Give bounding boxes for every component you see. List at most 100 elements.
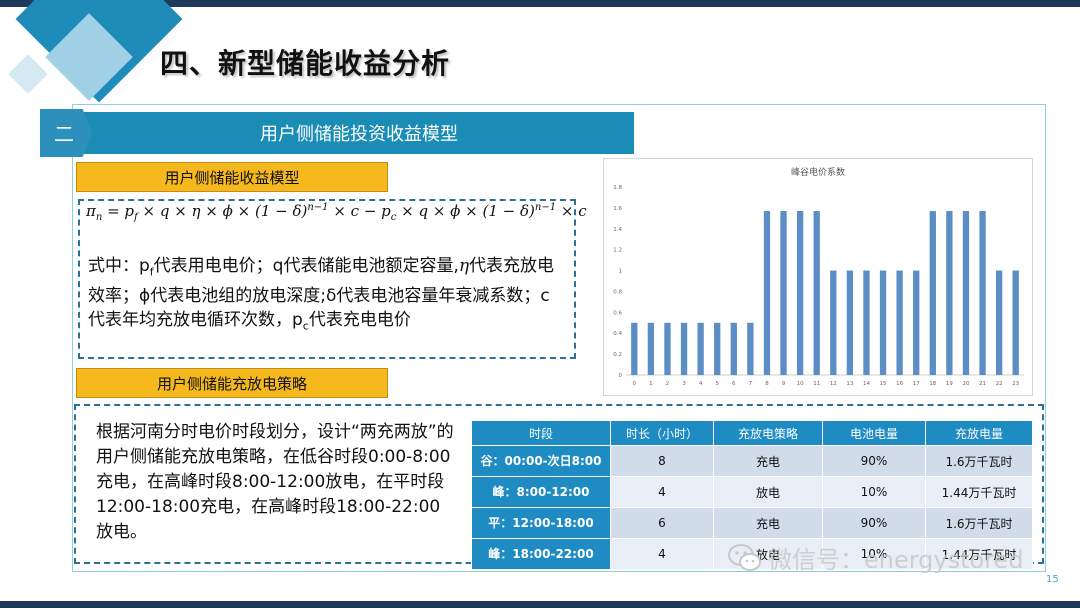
table-cell-amount: 1.44万千瓦时 <box>925 476 1033 508</box>
y-tick-label: 0 <box>619 373 623 379</box>
chart-bar <box>863 270 870 375</box>
chart-bar <box>780 211 787 375</box>
chart-bar <box>763 211 771 375</box>
x-tick-label: 23 <box>1012 381 1019 387</box>
chart-bar <box>664 322 671 375</box>
slide-title: 四、新型储能收益分析 <box>160 47 451 80</box>
y-tick-label: 1.6 <box>613 206 622 212</box>
x-tick-label: 19 <box>946 381 953 387</box>
table-cell-strategy: 放电 <box>713 538 823 570</box>
chart-bar <box>796 211 804 375</box>
table-cell-duration: 4 <box>610 538 714 570</box>
x-tick-label: 21 <box>979 381 986 387</box>
table-header-duration: 时长（小时） <box>610 420 714 446</box>
desc-sub-c: c <box>302 319 309 333</box>
table-cell-amount: 1.6万千瓦时 <box>925 507 1033 539</box>
x-tick-label: 11 <box>813 381 820 387</box>
chart-bar <box>962 211 970 375</box>
table-cell-period: 平：12:00-18:00 <box>471 507 611 539</box>
chart-bar <box>647 322 655 375</box>
model-label: 用户侧储能收益模型 <box>76 162 388 192</box>
x-tick-label: 13 <box>846 381 853 387</box>
chart-bar <box>714 322 721 375</box>
table-row: 峰：18:00-22:00 4 放电 10% 1.44万千瓦时 <box>471 538 1033 570</box>
x-tick-label: 7 <box>749 381 753 387</box>
x-tick-label: 14 <box>863 381 870 387</box>
desc-text-2: 代表用电电价；q代表储能电池额定容量, <box>153 256 459 276</box>
y-tick-label: 1 <box>619 269 623 275</box>
section-banner: 用户侧储能投资收益模型 <box>84 112 634 154</box>
x-tick-label: 0 <box>633 381 637 387</box>
section-number: 二 <box>54 121 74 146</box>
table-cell-strategy: 放电 <box>713 476 823 508</box>
x-tick-label: 2 <box>666 381 670 387</box>
table-cell-duration: 6 <box>610 507 714 539</box>
table-cell-duration: 8 <box>610 445 714 477</box>
table-header-amount: 充放电量 <box>925 420 1033 446</box>
strategy-text: 根据河南分时电价时段划分，设计“两充两放”的用户侧储能充放电策略，在低谷时段0:… <box>96 422 454 542</box>
y-tick-label: 1.4 <box>613 227 622 233</box>
x-tick-label: 22 <box>996 381 1003 387</box>
formula-description: 式中：pf代表用电电价；q代表储能电池额定容量,η代表充放电效率；ϕ代表电池组的… <box>88 254 566 339</box>
chart-bar <box>1012 270 1019 375</box>
chart-bar <box>631 322 638 375</box>
watermark-text: 微信号：energystored <box>768 546 1024 574</box>
profit-formula: πn = pf × q × η × ϕ × (1 − δ)n−1 × c − p… <box>86 202 587 223</box>
chart-bar <box>813 211 820 375</box>
chart-bar <box>680 322 688 375</box>
desc-text-4: p <box>292 310 303 331</box>
x-tick-label: 18 <box>929 381 936 387</box>
chart-bar <box>995 270 1003 375</box>
table-cell-period: 峰：18:00-22:00 <box>471 538 611 570</box>
y-tick-label: 1.2 <box>613 248 622 254</box>
price-coefficient-chart: 峰谷电价系数 00.20.40.60.811.21.41.61.80 1 2 3 4 5 6… <box>603 158 1033 396</box>
x-tick-label: 3 <box>682 381 686 387</box>
chart-bar <box>913 270 920 375</box>
formula-box <box>78 199 576 359</box>
x-tick-label: 4 <box>699 381 703 387</box>
table-header-period: 时段 <box>471 420 611 446</box>
y-tick-label: 1.8 <box>613 185 622 191</box>
table-row: 平：12:00-18:00 6 充电 90% 1.6万千瓦时 <box>471 507 1033 539</box>
chart-title: 峰谷电价系数 <box>791 166 845 178</box>
table-cell-duration: 4 <box>610 476 714 508</box>
table-cell-battery: 10% <box>822 476 926 508</box>
watermark: 微信号：energystored <box>728 540 1024 575</box>
x-tick-label: 8 <box>765 381 769 387</box>
strategy-label: 用户侧储能充放电策略 <box>76 368 388 398</box>
desc-sub-f: f <box>149 265 154 279</box>
decorative-diamond-small <box>8 54 48 94</box>
x-tick-label: 17 <box>913 381 920 387</box>
x-tick-label: 10 <box>797 381 804 387</box>
desc-text-5: 代表充电电价 <box>308 310 411 331</box>
x-tick-label: 16 <box>896 381 903 387</box>
chart-bar <box>730 322 737 375</box>
table-cell-strategy: 充电 <box>713 445 823 477</box>
y-tick-label: 0.2 <box>613 352 622 358</box>
x-tick-label: 6 <box>732 381 736 387</box>
x-tick-label: 5 <box>715 381 719 387</box>
y-tick-label: 0.6 <box>613 310 622 316</box>
chart-bar <box>979 211 986 375</box>
desc-text-3: 代表充放电效率；ϕ代表电池组的放电深度;δ代表电池容量年衰减系数；c代表年均充放… <box>88 256 555 331</box>
x-tick-label: 12 <box>830 381 837 387</box>
x-tick-label: 1 <box>649 381 653 387</box>
table-cell-amount: 1.44万千瓦时 <box>925 538 1033 570</box>
x-tick-label: 20 <box>962 381 969 387</box>
x-tick-label: 9 <box>782 381 786 387</box>
table-cell-battery: 10% <box>822 538 926 570</box>
table-cell-battery: 90% <box>822 445 926 477</box>
page-number: 15 <box>1046 574 1059 585</box>
table-cell-strategy: 充电 <box>713 507 823 539</box>
table-row: 峰：8:00-12:00 4 放电 10% 1.44万千瓦时 <box>471 476 1033 508</box>
charge-strategy-table: 时段 时长（小时） 充放电策略 电池电量 充放电量 谷：00:00-次日8:00… <box>471 420 1033 570</box>
table-row: 谷：00:00-次日8:00 8 充电 90% 1.6万千瓦时 <box>471 445 1033 477</box>
table-cell-period: 峰：8:00-12:00 <box>471 476 611 508</box>
table-cell-period: 谷：00:00-次日8:00 <box>471 445 611 477</box>
x-tick-label: 15 <box>880 381 887 387</box>
table-header-strategy: 充放电策略 <box>713 420 823 446</box>
y-tick-label: 0.4 <box>613 331 622 337</box>
table-cell-amount: 1.6万千瓦时 <box>925 445 1033 477</box>
chart-bar <box>830 270 837 375</box>
chart-bar <box>697 322 704 375</box>
